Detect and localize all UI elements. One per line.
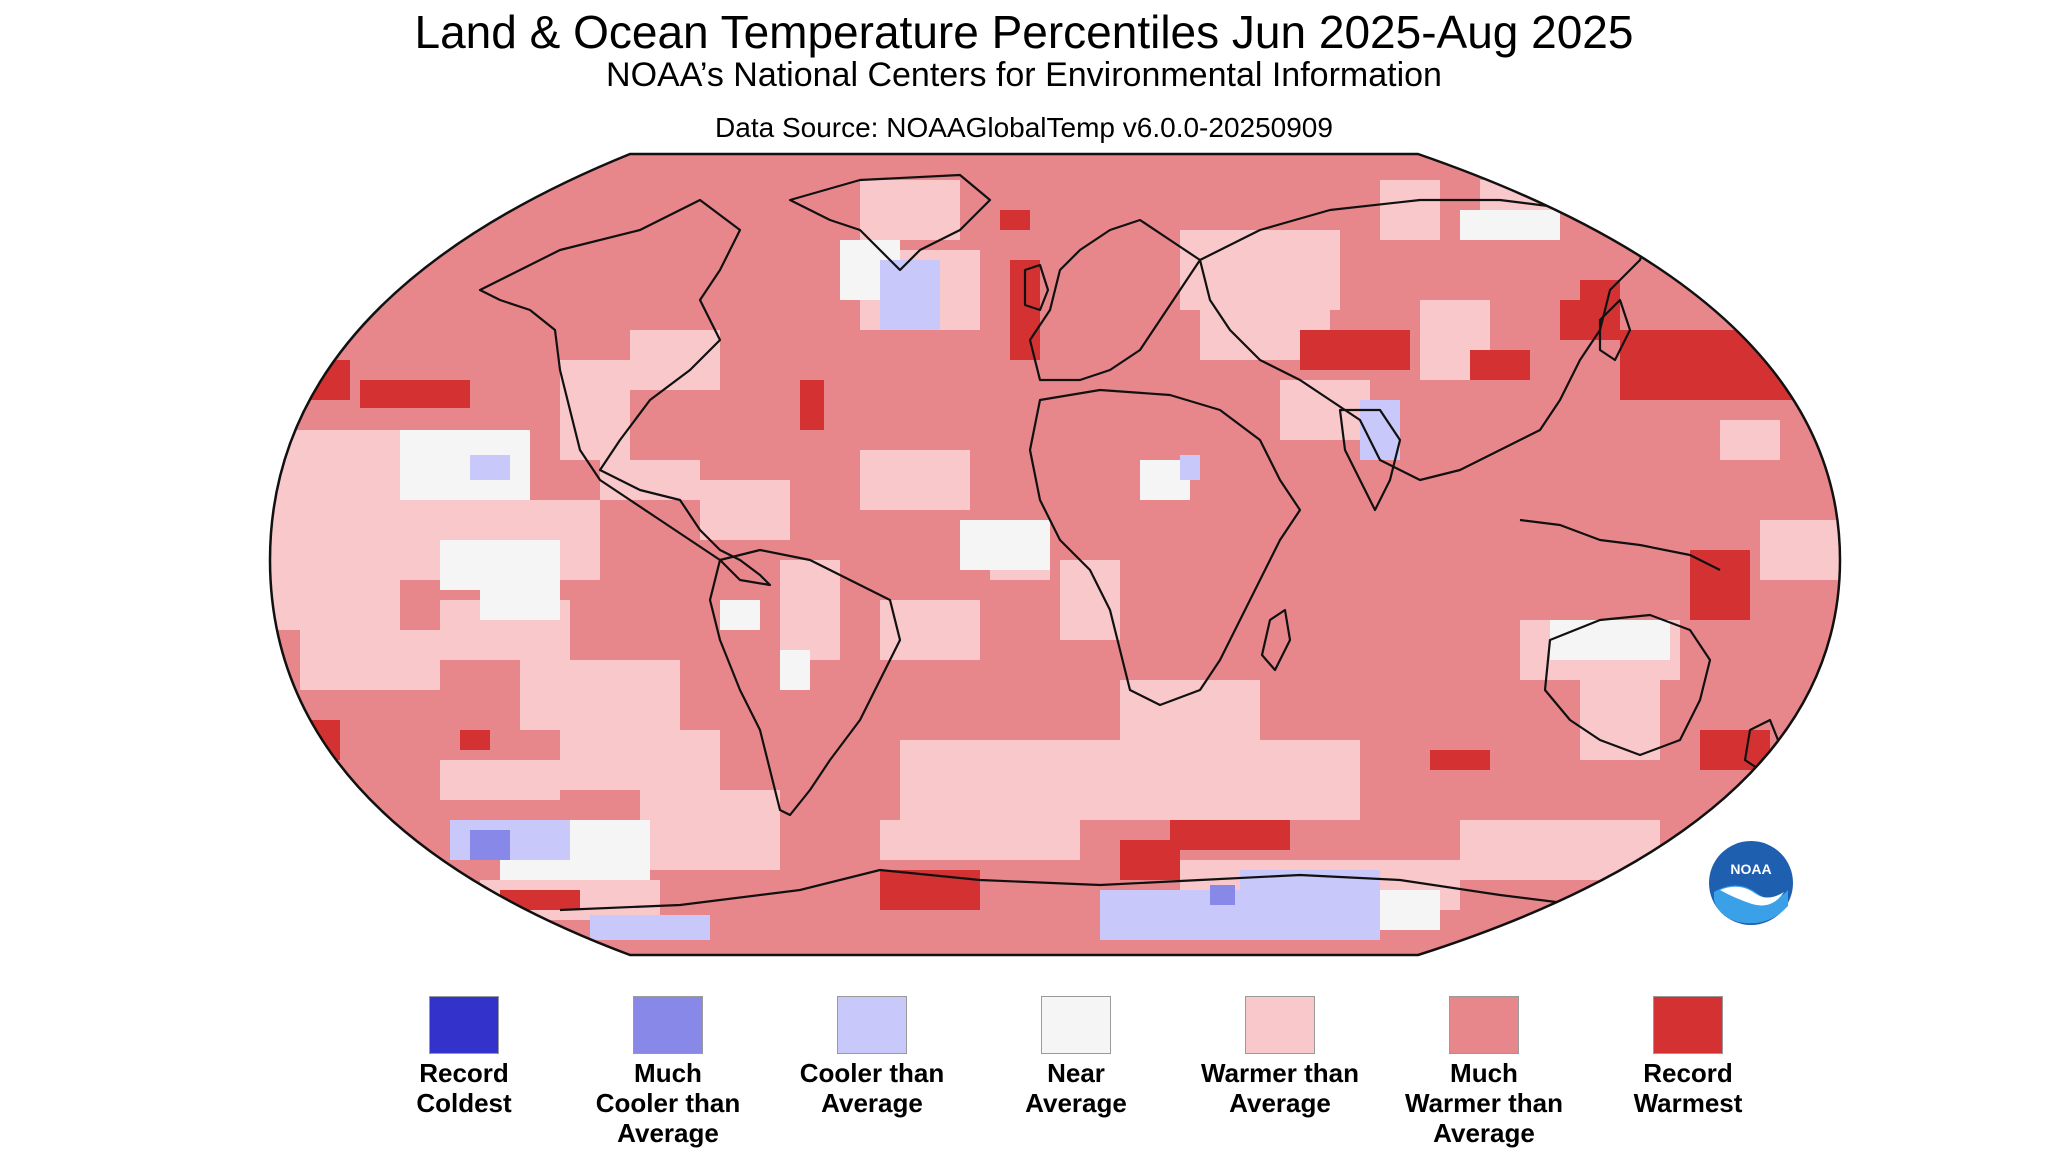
warmer-patch bbox=[860, 450, 970, 510]
near-patch bbox=[400, 430, 530, 500]
legend-swatch bbox=[1245, 996, 1315, 1054]
legend-label: Record Coldest bbox=[416, 1058, 512, 1118]
warmer-patch bbox=[600, 460, 700, 500]
near-patch bbox=[1460, 210, 1560, 240]
legend-swatch bbox=[1653, 996, 1723, 1054]
cooler-patch bbox=[590, 915, 710, 940]
legend-label: Much Warmer than Average bbox=[1405, 1058, 1563, 1148]
record-warm-patch bbox=[800, 380, 824, 430]
warmer-patch bbox=[300, 630, 440, 690]
much-cooler-patch bbox=[470, 830, 510, 860]
british-isles-coastline bbox=[1023, 263, 1050, 312]
legend-label: Warmer than Average bbox=[1201, 1058, 1359, 1118]
legend-item-record-coldest: Record Coldest bbox=[364, 996, 564, 1118]
india-coastline bbox=[1338, 408, 1402, 512]
record-warm-patch bbox=[1620, 330, 1800, 400]
legend-swatch bbox=[837, 996, 907, 1054]
warmer-patch bbox=[880, 820, 1080, 860]
warmer-patch bbox=[440, 760, 560, 800]
near-patch bbox=[480, 590, 560, 620]
warmer-patch bbox=[700, 480, 790, 540]
legend-item-much-cooler: Much Cooler than Average bbox=[568, 996, 768, 1148]
legend: Record Coldest Much Cooler than Average … bbox=[0, 996, 2048, 1148]
near-patch bbox=[1550, 620, 1670, 660]
noaa-logo: NOAA bbox=[1709, 841, 1793, 925]
legend-item-much-warmer: Much Warmer than Average bbox=[1384, 996, 1584, 1148]
cooler-than-average-regions bbox=[450, 260, 1400, 940]
africa-coastline bbox=[1028, 388, 1302, 707]
record-warm-patch bbox=[1470, 350, 1530, 380]
legend-swatch bbox=[1041, 996, 1111, 1054]
warmer-patch bbox=[1120, 680, 1260, 740]
legend-label: Cooler than Average bbox=[799, 1058, 945, 1118]
record-warm-patch bbox=[880, 870, 980, 910]
japan-coastline bbox=[1598, 298, 1632, 362]
antarctica-coastline bbox=[559, 868, 1581, 912]
warmer-patch bbox=[860, 180, 960, 240]
warmer-patch bbox=[520, 660, 680, 730]
north-america-coastline bbox=[478, 198, 772, 587]
legend-swatch bbox=[429, 996, 499, 1054]
warmer-patch bbox=[900, 740, 1360, 820]
much-cooler-patch bbox=[1210, 885, 1235, 905]
indonesia-coastline bbox=[1519, 518, 1721, 571]
logo-text: NOAA bbox=[1730, 861, 1771, 877]
record-warm-patch bbox=[1300, 330, 1410, 370]
record-warm-patch bbox=[1120, 840, 1180, 880]
near-patch bbox=[720, 600, 760, 630]
legend-item-warmer: Warmer than Average bbox=[1180, 996, 1380, 1118]
record-warm-patch bbox=[1690, 550, 1750, 620]
page-title: Land & Ocean Temperature Percentiles Jun… bbox=[414, 6, 1634, 58]
logo-bird bbox=[1720, 886, 1784, 906]
record-warm-patch bbox=[460, 730, 490, 750]
asia-coastline bbox=[1198, 198, 1652, 482]
warmer-patch bbox=[560, 730, 720, 790]
record-warm-patch bbox=[360, 380, 470, 408]
coastlines bbox=[478, 173, 1782, 912]
warmer-patch bbox=[1180, 230, 1340, 310]
greenland-coastline bbox=[788, 173, 992, 272]
warmer-patch bbox=[1760, 520, 1840, 580]
warmer-patch bbox=[1060, 560, 1120, 640]
data-source-label: Data Source: NOAAGlobalTemp v6.0.0-20250… bbox=[715, 112, 1333, 143]
madagascar-coastline bbox=[1260, 608, 1292, 672]
europe-coastline bbox=[1028, 218, 1202, 382]
near-patch bbox=[780, 650, 810, 690]
warmer-patch bbox=[270, 520, 400, 630]
legend-label: Record Warmest bbox=[1633, 1058, 1743, 1118]
cooler-patch bbox=[880, 260, 940, 330]
cooler-patch bbox=[470, 455, 510, 480]
page-subtitle: NOAA’s National Centers for Environmenta… bbox=[606, 56, 1442, 94]
record-warm-patch bbox=[1000, 210, 1030, 230]
legend-item-record-warmest: Record Warmest bbox=[1588, 996, 1788, 1118]
south-america-coastline bbox=[708, 548, 902, 817]
legend-swatch bbox=[1449, 996, 1519, 1054]
record-warm-patch bbox=[500, 890, 580, 910]
record-warm-patch bbox=[1430, 750, 1490, 770]
warmer-patch bbox=[640, 790, 780, 870]
near-patch bbox=[960, 520, 1050, 570]
legend-swatch bbox=[633, 996, 703, 1054]
near-patch bbox=[440, 540, 560, 590]
cooler-patch bbox=[1180, 455, 1200, 480]
much-cooler-than-average-regions bbox=[470, 830, 1235, 905]
legend-label: Near Average bbox=[1025, 1058, 1127, 1118]
legend-item-cooler: Cooler than Average bbox=[772, 996, 972, 1118]
record-warm-patch bbox=[1170, 820, 1290, 850]
legend-item-near-average: Near Average bbox=[976, 996, 1176, 1118]
australia-coastline bbox=[1543, 613, 1712, 757]
warmer-patch bbox=[1720, 420, 1780, 460]
warmer-patch bbox=[1380, 180, 1440, 240]
warmer-patch bbox=[780, 560, 840, 660]
legend-label: Much Cooler than Average bbox=[595, 1058, 741, 1148]
warmer-patch bbox=[1460, 820, 1660, 880]
